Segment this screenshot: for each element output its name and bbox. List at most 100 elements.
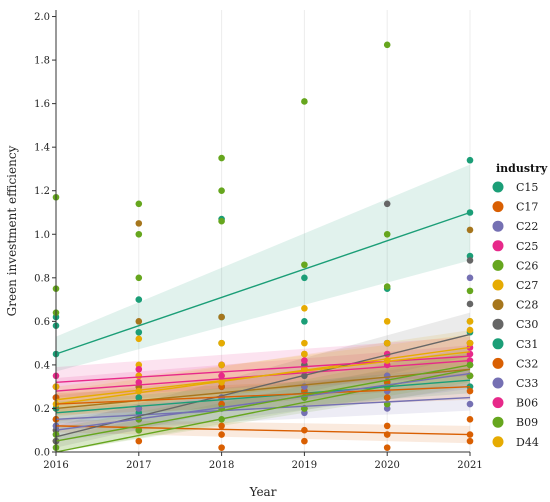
legend-swatch-c25 [492, 240, 504, 252]
legend-swatch-c28 [492, 299, 504, 311]
legend-label-c22: C22 [516, 220, 538, 233]
legend-swatch-c26 [492, 259, 504, 271]
trend-line-c30 [55, 333, 471, 438]
x-tick-label: 2020 [374, 460, 399, 471]
point-c27 [383, 318, 391, 325]
trend-line-b06 [55, 355, 471, 384]
point-c17 [135, 437, 143, 445]
band-b06 [56, 336, 470, 398]
point-d44 [135, 372, 143, 380]
point-c15 [135, 296, 143, 303]
x-tick-label: 2017 [126, 460, 151, 471]
legend-label-d44: D44 [516, 436, 539, 449]
trend-line-c32 [55, 385, 471, 405]
trend-line-c15 [55, 211, 471, 355]
legend-label-c17: C17 [516, 201, 538, 214]
point-c22 [466, 400, 474, 408]
y-tick-label: 2.0 [34, 12, 50, 23]
point-c17 [466, 437, 474, 445]
band-b09 [56, 347, 470, 452]
point-d44 [301, 350, 308, 358]
point-c32 [383, 394, 391, 401]
legend-label-c26: C26 [516, 259, 538, 272]
point-c27 [135, 335, 143, 343]
point-c26 [383, 230, 391, 238]
y-tick-label: 1.0 [34, 230, 50, 241]
point-b06 [301, 357, 308, 364]
y-tick-label: 1.4 [34, 143, 50, 154]
point-c17 [383, 422, 391, 430]
axes: Year Green investment efficiency 0.0 0.2 0… [5, 10, 483, 499]
band-c27 [56, 330, 470, 418]
point-c17 [466, 416, 474, 423]
point-c26 [135, 200, 143, 208]
point-c27 [301, 304, 308, 312]
legend-label-c25: C25 [516, 240, 538, 253]
point-c26 [135, 274, 143, 282]
band-c17 [56, 419, 470, 444]
point-c28 [135, 318, 143, 325]
point-c15 [466, 156, 474, 164]
point-b06 [135, 365, 143, 373]
trend-line-b09 [55, 364, 471, 442]
point-c32 [466, 387, 474, 395]
point-c26 [218, 217, 225, 225]
point-c26 [218, 187, 225, 195]
x-axis-title: Year [249, 485, 277, 499]
y-axis-title: Green investment efficiency [5, 145, 19, 316]
point-d44 [466, 318, 474, 325]
y-tick-label: 1.8 [34, 56, 50, 67]
band-c15 [56, 164, 470, 372]
trend-line-c28 [55, 368, 471, 410]
legend-swatch-b06 [492, 397, 504, 409]
point-c17 [218, 444, 225, 451]
point-b06 [135, 379, 143, 386]
point-c17 [301, 426, 308, 434]
point-c17 [301, 437, 308, 445]
legend-swatch-c32 [492, 357, 504, 369]
legend-label-c15: C15 [516, 181, 538, 194]
trend-line-d44 [55, 351, 471, 401]
band-d44 [56, 334, 470, 413]
y-tick-label: 0.6 [34, 317, 50, 328]
point-c33 [466, 274, 474, 282]
legend-swatch-c31 [492, 338, 504, 350]
band-c22 [56, 384, 470, 431]
legend-swatch-d44 [492, 436, 504, 448]
point-c26 [383, 41, 391, 49]
point-c27 [466, 326, 474, 334]
trend-lines [55, 211, 471, 453]
point-c26 [218, 154, 225, 162]
trend-line-c31 [55, 379, 471, 414]
point-c17 [218, 422, 225, 430]
point-d44 [383, 339, 391, 347]
y-tick-label: 0.0 [34, 448, 50, 459]
point-c27 [218, 339, 225, 347]
point-d44 [466, 339, 474, 347]
point-c26 [383, 283, 391, 290]
legend-swatch-c15 [492, 181, 504, 193]
point-c15 [301, 318, 308, 325]
point-b09 [135, 426, 143, 434]
point-c17 [383, 444, 391, 451]
point-c26 [301, 98, 308, 105]
point-c30 [466, 300, 474, 308]
trend-line-c33 [55, 372, 471, 431]
legend-label-b06: B06 [516, 397, 538, 410]
point-c27 [301, 339, 308, 347]
y-tick-label: 1.6 [34, 99, 50, 110]
legend-label-c33: C33 [516, 377, 538, 390]
legend: industry C15 C17 C22 C25 C26 C27 C28 C30 C31 C32 C… [492, 162, 548, 449]
legend-label-c28: C28 [516, 299, 538, 312]
point-c30 [466, 257, 474, 264]
point-c26 [135, 230, 143, 238]
x-tick-label: 2016 [43, 460, 68, 471]
point-c30 [383, 200, 391, 208]
legend-title: industry [496, 162, 548, 175]
point-c31 [135, 394, 143, 401]
y-tick-label: 0.4 [34, 360, 50, 371]
point-d44 [218, 361, 225, 369]
point-c28 [218, 313, 225, 321]
